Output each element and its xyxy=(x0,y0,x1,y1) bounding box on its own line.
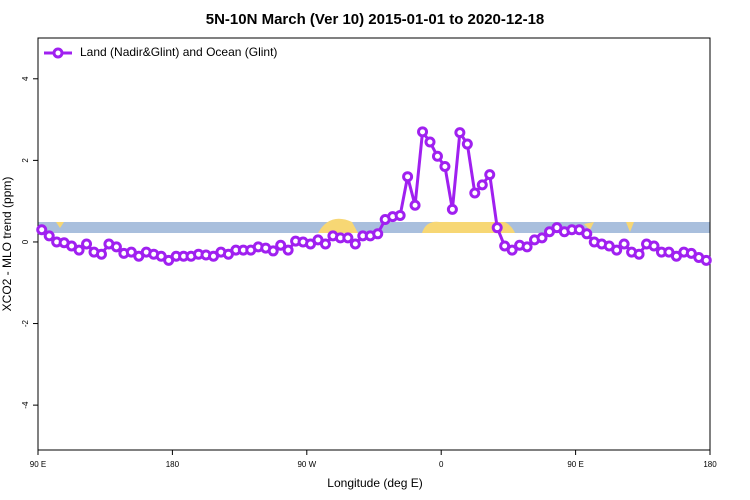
y-tick-label: 2 xyxy=(21,158,30,163)
point xyxy=(521,241,533,253)
point xyxy=(439,160,451,172)
point xyxy=(95,248,107,260)
legend-label: Land (Nadir&Glint) and Ocean (Glint) xyxy=(80,45,277,59)
y-tick-label: 4 xyxy=(21,76,30,81)
point xyxy=(648,240,660,252)
point xyxy=(469,187,481,199)
point xyxy=(491,222,503,234)
point xyxy=(349,238,361,250)
point xyxy=(342,232,354,244)
x-tick-label: 90 W xyxy=(297,460,316,469)
point xyxy=(700,254,712,266)
x-tick-label: 0 xyxy=(439,460,444,469)
point xyxy=(424,136,436,148)
series-line xyxy=(40,127,707,263)
point xyxy=(417,126,429,138)
x-tick-label: 180 xyxy=(166,460,180,469)
point xyxy=(267,245,279,257)
y-tick-label: -2 xyxy=(21,319,30,327)
point xyxy=(394,209,406,221)
legend-marker xyxy=(52,47,64,59)
y-tick-label: -4 xyxy=(21,401,30,409)
x-tick-label: 180 xyxy=(703,460,717,469)
point xyxy=(581,228,593,240)
chart-title: 5N-10N March (Ver 10) 2015-01-01 to 2020… xyxy=(206,11,545,28)
plot-frame xyxy=(37,37,711,451)
x-axis-label: Longitude (deg E) xyxy=(327,476,422,490)
x-tick-label: 90 E xyxy=(567,460,583,469)
point xyxy=(73,244,85,256)
point xyxy=(402,171,414,183)
point xyxy=(536,232,548,244)
point xyxy=(372,228,384,240)
point xyxy=(476,179,488,191)
point xyxy=(275,239,287,251)
land-ocean-strip xyxy=(38,218,710,233)
y-axis-label: XCO2 - MLO trend (ppm) xyxy=(0,177,14,312)
point xyxy=(618,238,630,250)
point xyxy=(282,244,294,256)
point xyxy=(611,244,623,256)
point xyxy=(461,138,473,150)
point xyxy=(110,241,122,253)
point xyxy=(81,238,93,250)
point xyxy=(409,199,421,211)
point xyxy=(484,169,496,181)
point xyxy=(43,230,55,242)
point xyxy=(431,150,443,162)
point xyxy=(454,127,466,139)
y-tick-label: 0 xyxy=(21,239,30,244)
point xyxy=(506,244,518,256)
point xyxy=(319,238,331,250)
point xyxy=(36,224,48,236)
point xyxy=(446,203,458,215)
x-tick-label: 90 E xyxy=(30,460,46,469)
point xyxy=(633,248,645,260)
